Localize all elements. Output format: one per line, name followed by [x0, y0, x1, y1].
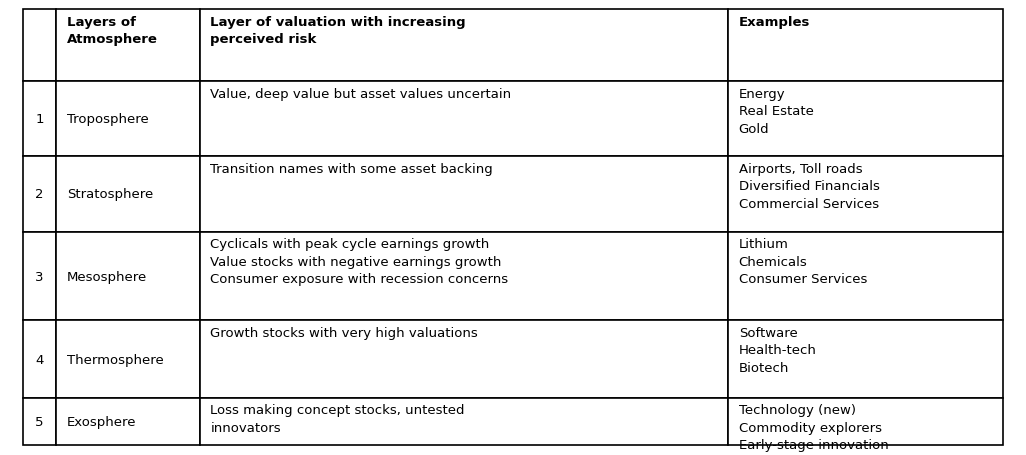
Text: Thermosphere: Thermosphere: [67, 353, 163, 366]
Bar: [200, 82, 728, 157]
Bar: [200, 398, 728, 445]
Text: Value, deep value but asset values uncertain: Value, deep value but asset values uncer…: [210, 87, 511, 101]
Text: Technology (new)
Commodity explorers
Early-stage innovation: Technology (new) Commodity explorers Ear…: [739, 404, 889, 451]
Bar: [728, 10, 1003, 82]
Bar: [23, 398, 56, 445]
Bar: [23, 321, 56, 398]
Text: 5: 5: [35, 415, 44, 428]
Text: Cyclicals with peak cycle earnings growth
Value stocks with negative earnings gr: Cyclicals with peak cycle earnings growt…: [210, 238, 509, 285]
Bar: [23, 232, 56, 321]
Bar: [200, 157, 728, 232]
Bar: [728, 232, 1003, 321]
Bar: [56, 82, 200, 157]
Text: Airports, Toll roads
Diversified Financials
Commercial Services: Airports, Toll roads Diversified Financi…: [739, 162, 879, 210]
Text: 2: 2: [35, 188, 44, 201]
Text: Exosphere: Exosphere: [67, 415, 136, 428]
Bar: [56, 10, 200, 82]
Bar: [23, 157, 56, 232]
Bar: [56, 232, 200, 321]
Text: Layer of valuation with increasing
perceived risk: Layer of valuation with increasing perce…: [210, 15, 466, 46]
Text: Mesosphere: Mesosphere: [67, 270, 147, 283]
Text: Energy
Real Estate
Gold: Energy Real Estate Gold: [739, 87, 814, 135]
Bar: [728, 321, 1003, 398]
Text: Growth stocks with very high valuations: Growth stocks with very high valuations: [210, 326, 478, 339]
Bar: [23, 10, 56, 82]
Bar: [728, 398, 1003, 445]
Text: Transition names with some asset backing: Transition names with some asset backing: [210, 162, 494, 176]
Bar: [200, 321, 728, 398]
Text: 3: 3: [35, 270, 44, 283]
Bar: [56, 398, 200, 445]
Text: Stratosphere: Stratosphere: [67, 188, 153, 201]
Bar: [200, 232, 728, 321]
Bar: [728, 157, 1003, 232]
Text: Lithium
Chemicals
Consumer Services: Lithium Chemicals Consumer Services: [739, 238, 867, 285]
Bar: [56, 157, 200, 232]
Text: 4: 4: [35, 353, 44, 366]
Text: Loss making concept stocks, untested
innovators: Loss making concept stocks, untested inn…: [210, 404, 465, 434]
Bar: [23, 82, 56, 157]
Bar: [200, 10, 728, 82]
Bar: [728, 82, 1003, 157]
Bar: [56, 321, 200, 398]
Text: Examples: Examples: [739, 15, 811, 29]
Text: 1: 1: [35, 113, 44, 126]
Text: Troposphere: Troposphere: [67, 113, 149, 126]
Text: Layers of
Atmosphere: Layers of Atmosphere: [67, 15, 158, 46]
Text: Software
Health-tech
Biotech: Software Health-tech Biotech: [739, 326, 817, 374]
